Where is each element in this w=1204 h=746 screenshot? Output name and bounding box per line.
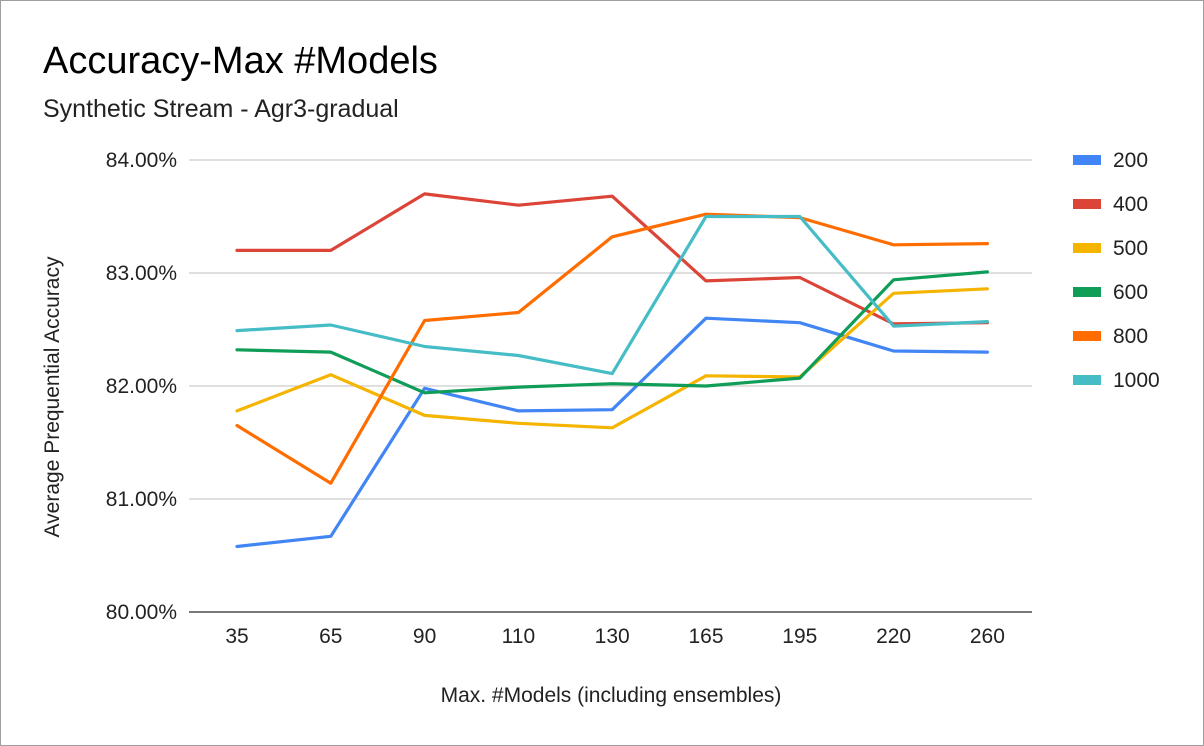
series-line-500: [235, 287, 990, 430]
x-tick-label: 110: [502, 625, 535, 648]
series-lines: [235, 192, 990, 549]
legend-label-600: 600: [1113, 281, 1148, 304]
legend-label-500: 500: [1113, 237, 1148, 260]
series-line-200: [235, 316, 990, 549]
chart-subtitle: Synthetic Stream - Agr3-gradual: [43, 95, 399, 123]
y-tick-label: 84.00%: [106, 149, 177, 172]
y-tick-label: 82.00%: [106, 375, 177, 398]
x-tick-label: 130: [595, 625, 630, 648]
y-tick-label: 80.00%: [106, 601, 177, 624]
x-axis-label: Max. #Models (including ensembles): [441, 684, 782, 707]
legend: 200 400 500 600 800 1000: [1073, 149, 1160, 392]
series-line-600: [235, 270, 990, 395]
y-tick-label: 81.00%: [106, 488, 177, 511]
x-tick-label: 220: [876, 625, 911, 648]
series-line-800: [235, 212, 990, 485]
chart-title: Accuracy-Max #Models: [43, 40, 438, 82]
legend-swatch-600: [1073, 287, 1101, 297]
legend-swatch-1000: [1073, 375, 1101, 385]
legend-label-800: 800: [1113, 325, 1148, 348]
x-tick-label: 65: [319, 625, 342, 648]
x-axis-ticks: 35 65 90 110 130 165 195 220 260: [225, 625, 1005, 648]
x-tick-label: 90: [413, 625, 436, 648]
legend-label-200: 200: [1113, 149, 1148, 172]
legend-swatch-200: [1073, 155, 1101, 165]
series-line-400: [235, 192, 990, 326]
legend-swatch-500: [1073, 243, 1101, 253]
x-tick-label: 195: [782, 625, 817, 648]
legend-label-1000: 1000: [1113, 369, 1160, 392]
legend-label-400: 400: [1113, 193, 1148, 216]
x-tick-label: 165: [688, 625, 723, 648]
gridlines: [189, 159, 1032, 613]
x-tick-label: 35: [225, 625, 248, 648]
legend-swatch-400: [1073, 199, 1101, 209]
series-line-1000: [235, 214, 990, 376]
legend-swatch-800: [1073, 331, 1101, 341]
y-tick-label: 83.00%: [106, 262, 177, 285]
x-tick-label: 260: [970, 625, 1005, 648]
y-axis-label: Average Prequential Accuracy: [41, 256, 64, 537]
y-axis-ticks: 80.00% 81.00% 82.00% 83.00% 84.00%: [106, 149, 177, 624]
